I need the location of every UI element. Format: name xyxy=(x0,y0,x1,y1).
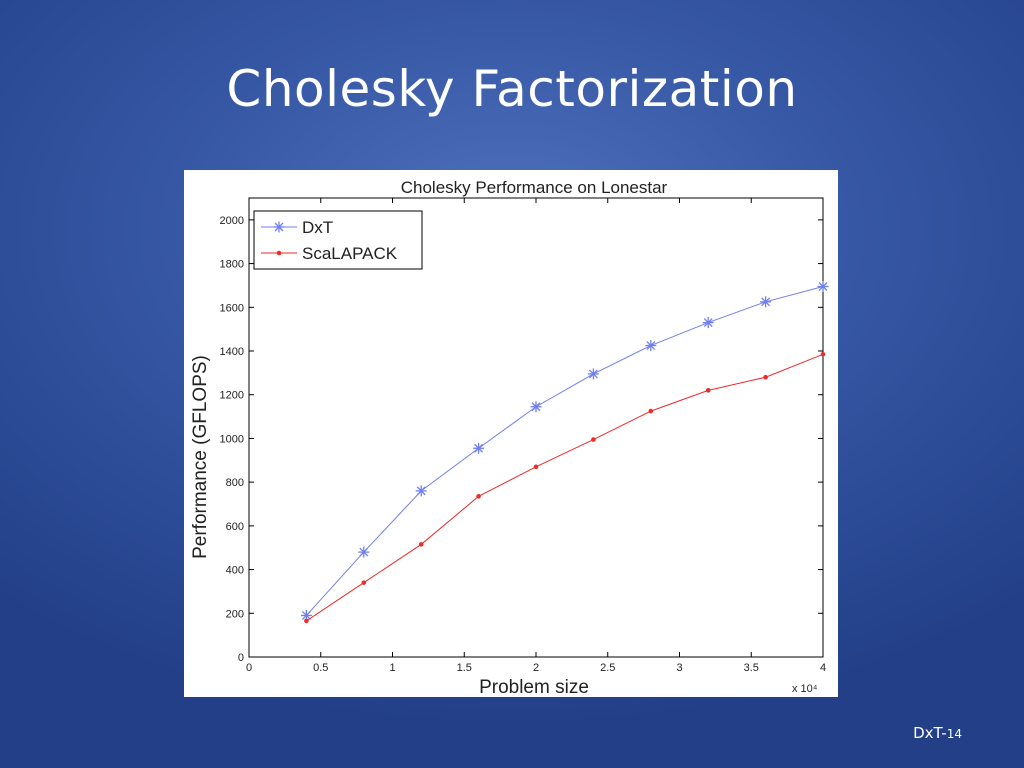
legend-label: ScaLAPACK xyxy=(302,244,398,263)
marker-stroke xyxy=(301,611,311,620)
data-point xyxy=(473,442,485,454)
series-line xyxy=(306,353,824,622)
data-point xyxy=(358,546,370,558)
x-tick-label: 3.5 xyxy=(744,662,759,674)
slide-title: Cholesky Factorization xyxy=(226,60,798,118)
x-tick-label: 1 xyxy=(389,662,395,674)
data-point xyxy=(820,351,826,357)
marker-stroke xyxy=(703,318,713,328)
marker-stroke xyxy=(359,547,369,557)
marker-stroke xyxy=(646,341,656,350)
marker-stroke xyxy=(761,297,771,307)
data-point xyxy=(276,250,282,256)
y-tick-label: 1200 xyxy=(220,390,244,402)
series-line xyxy=(306,286,824,616)
x-tick-label: 1.5 xyxy=(457,662,472,674)
y-tick-label: 1800 xyxy=(220,259,244,271)
series-dxt xyxy=(300,281,829,621)
slide-footer: DxT-14 xyxy=(913,724,962,742)
y-tick-label: 1400 xyxy=(220,346,244,358)
performance-chart: Cholesky Performance on Lonestar Problem… xyxy=(190,178,829,697)
marker-stroke xyxy=(818,282,828,291)
data-point xyxy=(273,221,285,233)
data-point xyxy=(702,317,714,329)
data-point xyxy=(645,340,657,352)
series-layer xyxy=(300,281,829,624)
x-tick-label: 2 xyxy=(533,662,539,674)
data-point xyxy=(361,580,367,585)
marker-stroke xyxy=(474,443,484,453)
data-point xyxy=(533,464,539,470)
marker-stroke xyxy=(588,369,598,379)
data-point xyxy=(817,281,829,293)
y-axis-label: Performance (GFLOPS) xyxy=(190,355,211,559)
data-point xyxy=(418,542,424,547)
x-tick-label: 4 xyxy=(820,662,826,674)
legend-item-dxt: DxT xyxy=(261,218,333,237)
y-tick-label: 2000 xyxy=(220,215,244,227)
legend-label: DxT xyxy=(302,218,333,237)
marker-stroke xyxy=(531,402,541,412)
data-point xyxy=(587,368,599,380)
legend-item-scalapack: ScaLAPACK xyxy=(261,244,398,263)
chart-frame: Cholesky Performance on Lonestar Problem… xyxy=(184,170,838,697)
y-tick-label: 0 xyxy=(238,652,244,664)
x-tick-label: 3 xyxy=(676,662,682,674)
footer-label: DxT- xyxy=(913,724,947,742)
data-point xyxy=(760,296,772,308)
x-axis-label: Problem size xyxy=(479,677,589,697)
chart-title: Cholesky Performance on Lonestar xyxy=(401,178,668,197)
y-tick-label: 1600 xyxy=(220,302,244,314)
x-axis-multiplier: x 10⁴ xyxy=(792,683,818,695)
marker-stroke xyxy=(274,222,284,232)
x-tick-label: 0.5 xyxy=(313,662,328,674)
data-point xyxy=(415,485,427,497)
page-number: 14 xyxy=(946,727,962,741)
series-scalapack xyxy=(304,351,826,624)
data-point xyxy=(304,618,309,624)
data-point xyxy=(763,374,768,380)
legend-box xyxy=(253,210,423,270)
axes: 0 0.5 1 1.5 2 2.5 3 3.5 4 0 200 400 600 800 1000 1200 14… xyxy=(220,197,826,674)
x-tick-label: 0 xyxy=(246,662,252,674)
y-tick-label: 400 xyxy=(226,565,244,577)
legend: DxT ScaLAPACK xyxy=(253,210,423,270)
data-point xyxy=(648,408,654,414)
y-tick-label: 1000 xyxy=(220,433,244,445)
data-point xyxy=(591,437,596,442)
y-tick-label: 200 xyxy=(226,608,244,620)
marker-stroke xyxy=(416,486,426,496)
y-tick-label: 800 xyxy=(226,477,244,489)
data-point xyxy=(476,494,481,499)
data-point xyxy=(705,388,711,393)
x-tick-label: 2.5 xyxy=(600,662,615,674)
data-point xyxy=(530,401,542,413)
y-tick-label: 600 xyxy=(226,521,244,533)
